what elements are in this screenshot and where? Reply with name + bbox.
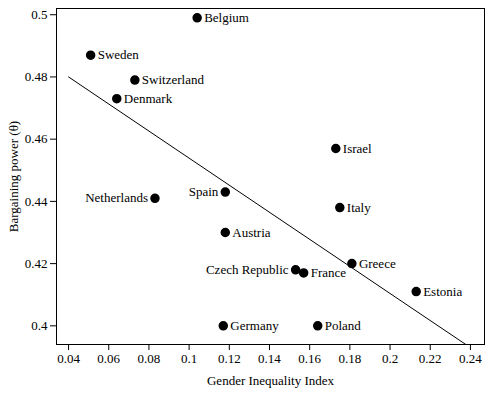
svg-text:Czech Republic: Czech Republic xyxy=(206,262,289,277)
svg-text:0.5: 0.5 xyxy=(31,7,47,22)
svg-text:0.06: 0.06 xyxy=(97,351,120,366)
svg-text:Netherlands: Netherlands xyxy=(85,190,148,205)
svg-text:0.1: 0.1 xyxy=(181,351,197,366)
svg-text:0.46: 0.46 xyxy=(25,131,48,146)
svg-text:0.42: 0.42 xyxy=(25,256,48,271)
svg-text:0.44: 0.44 xyxy=(25,194,48,209)
svg-text:Belgium: Belgium xyxy=(204,10,249,25)
svg-text:Israel: Israel xyxy=(343,141,372,156)
svg-text:0.16: 0.16 xyxy=(298,351,321,366)
svg-text:Denmark: Denmark xyxy=(124,91,173,106)
svg-text:0.04: 0.04 xyxy=(57,351,80,366)
svg-text:Austria: Austria xyxy=(232,225,271,240)
svg-text:0.08: 0.08 xyxy=(138,351,161,366)
svg-text:Greece: Greece xyxy=(359,256,396,271)
svg-text:Poland: Poland xyxy=(325,318,362,333)
svg-text:Italy: Italy xyxy=(347,200,371,215)
svg-text:Sweden: Sweden xyxy=(98,47,140,62)
svg-text:0.14: 0.14 xyxy=(258,351,281,366)
svg-text:0.18: 0.18 xyxy=(338,351,361,366)
svg-text:0.22: 0.22 xyxy=(419,351,442,366)
svg-text:0.48: 0.48 xyxy=(25,69,48,84)
svg-text:Gender Inequality Index: Gender Inequality Index xyxy=(207,373,335,388)
svg-text:Switzerland: Switzerland xyxy=(142,72,205,87)
svg-text:Bargaining power (θ): Bargaining power (θ) xyxy=(6,121,21,232)
svg-text:Spain: Spain xyxy=(189,184,219,199)
svg-text:Germany: Germany xyxy=(230,318,279,333)
svg-text:Estonia: Estonia xyxy=(423,284,462,299)
svg-text:France: France xyxy=(311,265,347,280)
svg-text:0.12: 0.12 xyxy=(218,351,241,366)
svg-text:0.2: 0.2 xyxy=(382,351,398,366)
svg-text:0.24: 0.24 xyxy=(459,351,482,366)
svg-text:0.4: 0.4 xyxy=(31,318,48,333)
